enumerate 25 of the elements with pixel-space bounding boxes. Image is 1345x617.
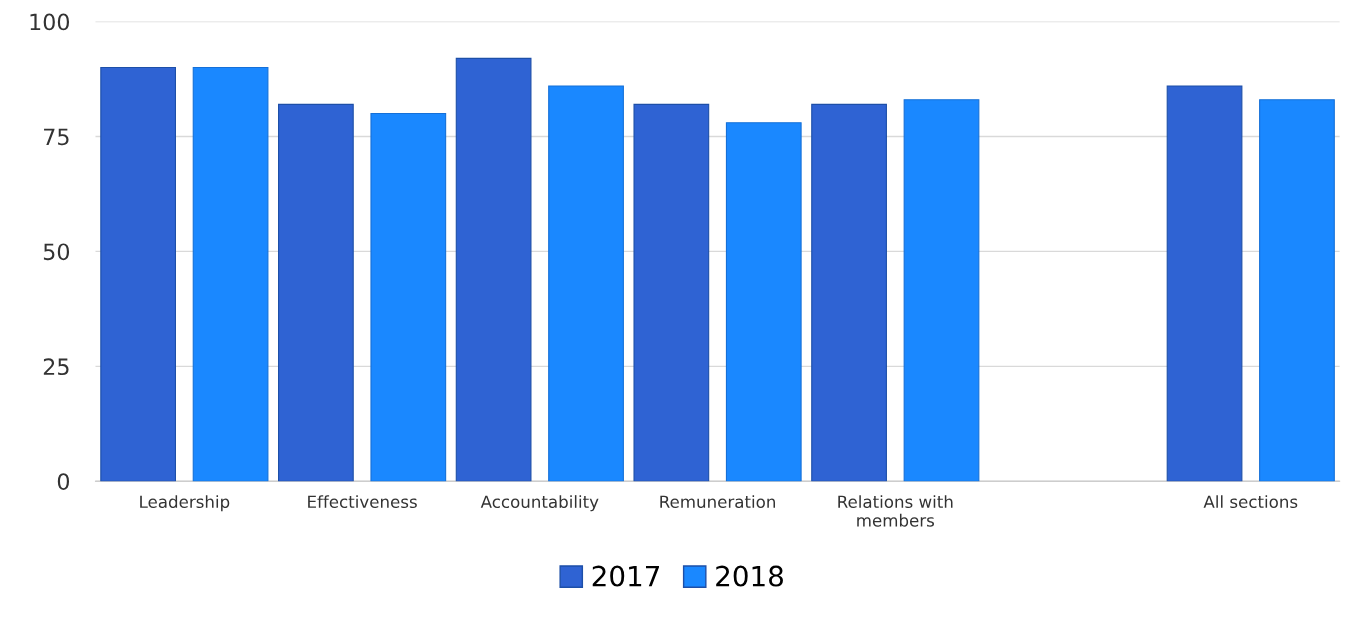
x-tick-label: Accountability: [480, 495, 599, 512]
legend-label: 2017: [592, 565, 660, 587]
x-tick-label: Relations with members: [838, 495, 953, 527]
bar: [725, 122, 802, 482]
bar: [548, 85, 624, 482]
bar: [811, 103, 887, 482]
bar: [455, 57, 532, 482]
legend-label: 2018: [716, 565, 783, 587]
bar: [1166, 85, 1243, 482]
bar: [100, 67, 177, 482]
y-tick-label: 75: [44, 128, 69, 146]
bar: [278, 103, 354, 482]
x-tick-label: Leadership: [140, 495, 230, 512]
x-tick-label: All sections: [1203, 495, 1298, 509]
y-tick-label: 25: [43, 358, 69, 376]
y-tick-label: 100: [30, 13, 70, 31]
y-tick-label: 50: [43, 243, 70, 261]
x-tick-label: Remuneration: [660, 495, 775, 509]
x-tick-label: Effectiveness: [308, 495, 417, 509]
bar: [192, 67, 269, 482]
bar: [903, 99, 980, 482]
y-tick-label: 0: [57, 473, 70, 491]
bar: [1259, 99, 1335, 482]
bar: [633, 103, 710, 482]
bar: [370, 112, 447, 482]
